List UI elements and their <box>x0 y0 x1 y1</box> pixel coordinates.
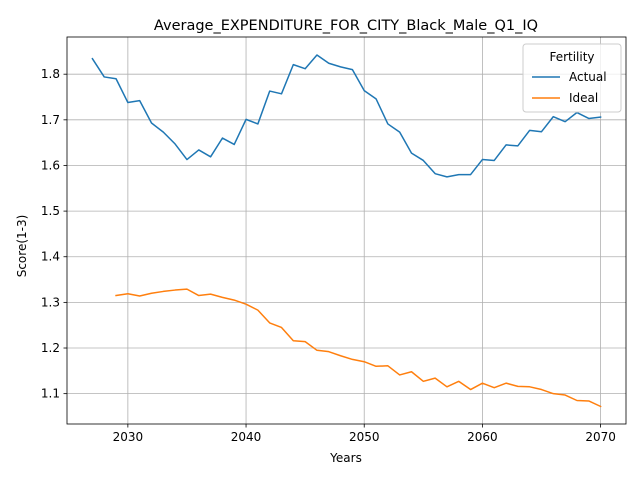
x-tick-label: 2030 <box>113 430 144 444</box>
legend-label-actual: Actual <box>569 70 607 84</box>
x-axis-ticks: 2030 2040 2050 2060 2070 <box>113 424 616 444</box>
grid-lines <box>67 37 626 424</box>
x-axis-label: Years <box>329 451 362 465</box>
legend: Fertility Actual Ideal <box>522 43 622 113</box>
x-tick-label: 2040 <box>231 430 262 444</box>
chart-title: Average_EXPENDITURE_FOR_CITY_Black_Male_… <box>154 18 538 34</box>
series-line-ideal <box>115 288 602 408</box>
y-tick-label: 1.6 <box>41 158 60 172</box>
y-tick-label: 1.2 <box>41 341 60 355</box>
series-layer <box>91 54 602 408</box>
legend-title: Fertility <box>549 50 594 64</box>
y-tick-label: 1.7 <box>41 113 60 127</box>
y-tick-label: 1.8 <box>41 67 60 81</box>
y-tick-label: 1.5 <box>41 204 60 218</box>
axes-frame <box>66 36 627 425</box>
legend-box <box>522 43 622 113</box>
series-line-actual <box>91 54 602 178</box>
legend-label-ideal: Ideal <box>569 91 598 105</box>
x-tick-label: 2060 <box>467 430 498 444</box>
y-tick-label: 1.1 <box>41 387 60 401</box>
y-axis-ticks: 1.1 1.2 1.3 1.4 1.5 1.6 1.7 1.8 <box>41 67 67 401</box>
y-tick-label: 1.4 <box>41 250 60 264</box>
x-tick-label: 2070 <box>585 430 616 444</box>
y-tick-label: 1.3 <box>41 295 60 309</box>
x-tick-label: 2050 <box>349 430 380 444</box>
y-axis-label: Score(1-3) <box>15 215 29 278</box>
